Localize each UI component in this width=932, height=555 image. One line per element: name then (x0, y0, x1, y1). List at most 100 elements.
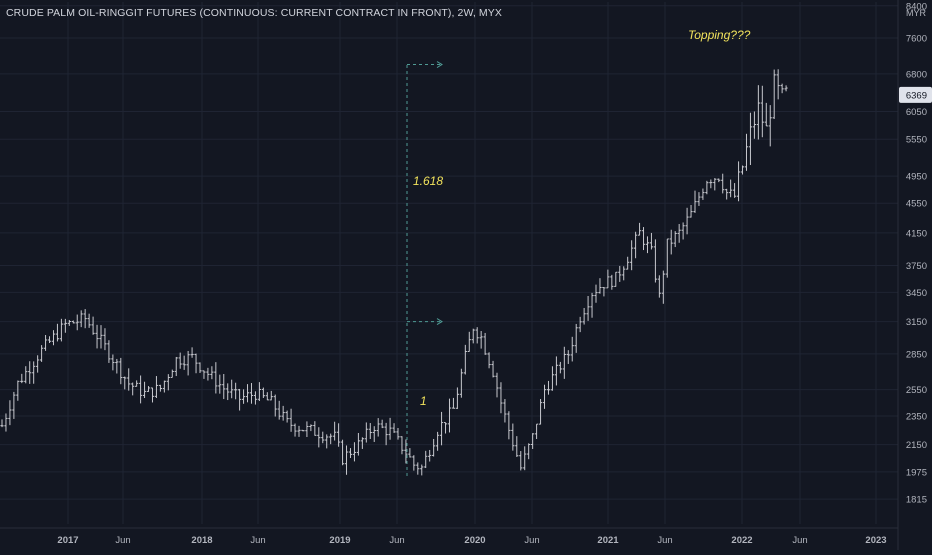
time-tick-label: 2021 (597, 535, 619, 546)
ohlc-bar (186, 350, 190, 376)
ohlc-bar (111, 354, 115, 371)
ohlc-bar (649, 232, 654, 250)
time-tick-label: 2019 (329, 535, 350, 546)
ohlc-bar (107, 340, 111, 363)
ohlc-bar (309, 424, 313, 432)
ohlc-bar (614, 271, 618, 287)
ohlc-bar (744, 133, 749, 171)
ohlc-bar (194, 353, 198, 374)
ohlc-bar (182, 355, 186, 370)
time-tick-label: 2017 (57, 535, 78, 546)
ohlc-bar (717, 178, 721, 183)
ohlc-bar (47, 336, 52, 343)
ohlc-bar (705, 180, 709, 195)
ohlc-bar (321, 431, 325, 444)
ohlc-bar (598, 278, 602, 294)
price-tick-label: 2550 (906, 385, 927, 396)
ohlc-bar (28, 361, 32, 384)
ohlc-bar (174, 356, 178, 377)
ohlc-bar (119, 357, 123, 385)
last-price-tag: 6369 (899, 86, 932, 103)
fib-label-1618: 1.618 (413, 174, 443, 188)
ohlc-bar (574, 323, 578, 353)
ohlc-bar (202, 370, 206, 379)
ohlc-bar (661, 270, 665, 304)
ohlc-bar (166, 374, 170, 391)
ohlc-bar (218, 374, 222, 394)
ohlc-bar (146, 386, 151, 392)
ohlc-bar (487, 352, 491, 369)
time-tick-label: 2018 (191, 535, 212, 546)
ohlc-bar (190, 347, 194, 358)
ohlc-bar (277, 400, 281, 420)
ohlc-bar (135, 380, 139, 387)
ohlc-bar (36, 355, 40, 373)
ohlc-bar (337, 423, 341, 447)
ohlc-bar (261, 387, 265, 398)
ohlc-bar (748, 112, 753, 166)
ohlc-bar (99, 325, 103, 349)
ohlc-bar (645, 236, 650, 254)
ohlc-bar (637, 222, 642, 236)
time-tick-label: Jun (389, 535, 404, 546)
ohlc-bar (752, 111, 756, 139)
ohlc-bar (483, 332, 487, 355)
price-tick-label: 4150 (906, 228, 927, 239)
ohlc-bar (443, 422, 448, 434)
ohlc-bar (115, 358, 119, 374)
time-tick-label: Jun (657, 535, 672, 546)
ohlc-bar (756, 85, 760, 140)
ohlc-bar (249, 383, 254, 404)
price-tick-label: 1975 (906, 467, 927, 478)
ohlc-bar (550, 366, 555, 391)
ohlc-bar (740, 165, 745, 175)
ohlc-bar (305, 421, 309, 437)
ohlc-bar (693, 190, 697, 213)
ohlc-bar (527, 443, 531, 460)
ohlc-bar (503, 399, 507, 423)
ohlc-bar (380, 419, 384, 429)
time-tick-label: Jun (115, 535, 130, 546)
price-tick-label: 4950 (906, 172, 927, 183)
ohlc-bar (515, 436, 519, 457)
ohlc-bar (154, 376, 159, 398)
ohlc-bar (63, 318, 67, 333)
ohlc-bar (546, 380, 551, 395)
ohlc-bar (127, 368, 131, 391)
price-tick-label: 6050 (906, 107, 927, 118)
ohlc-bar (780, 83, 784, 94)
ohlc-bar (768, 105, 772, 147)
price-tick-label: 3750 (906, 261, 927, 272)
ohlc-bar (657, 275, 661, 298)
ohlc-bar (51, 330, 56, 346)
price-tick-label: 7600 (906, 34, 927, 45)
ohlc-bar (265, 392, 269, 401)
ohlc-bar (158, 384, 162, 392)
ohlc-bar (273, 394, 277, 417)
ohlc-bar (618, 265, 622, 282)
ohlc-bar (245, 384, 250, 403)
ohlc-bar (40, 345, 44, 362)
ohlc-bar (170, 369, 174, 378)
price-tick-label: 3150 (906, 317, 927, 328)
ohlc-series (0, 69, 788, 476)
ohlc-bar (301, 429, 305, 432)
ohlc-bar (210, 366, 214, 380)
price-tick-label: 6800 (906, 69, 927, 80)
ohlc-bar (653, 239, 657, 283)
ohlc-bar (760, 85, 764, 138)
ohlc-bar (416, 462, 420, 475)
ohlc-bar (75, 314, 79, 331)
time-tick-label: 2023 (865, 535, 886, 546)
ohlc-bar (538, 399, 543, 425)
fib-arrow-icon (436, 61, 443, 68)
ohlc-bar (317, 427, 321, 448)
ohlc-bar (230, 379, 234, 399)
ohlc-bar (285, 410, 289, 423)
ohlc-bar (103, 328, 107, 351)
ohlc-bar (531, 433, 535, 449)
ohlc-bar (594, 284, 598, 303)
ohlc-bar (0, 419, 4, 428)
